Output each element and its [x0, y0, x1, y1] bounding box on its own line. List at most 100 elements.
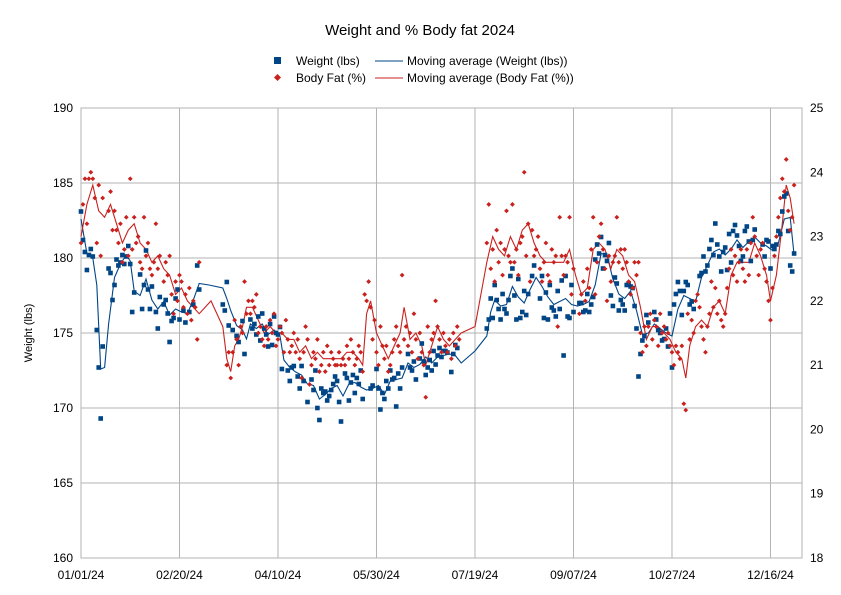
bodyfat-point	[137, 259, 143, 265]
bodyfat-point	[791, 182, 797, 188]
bodyfat-point	[441, 330, 446, 336]
bodyfat-point	[594, 259, 600, 265]
weight-point	[778, 231, 783, 237]
weight-point	[673, 291, 679, 297]
bodyfat-point	[600, 247, 606, 252]
bodyfat-point	[779, 176, 785, 182]
bodyfat-point	[171, 311, 176, 317]
bodyfat-point	[433, 298, 438, 304]
weight-point	[259, 311, 265, 316]
bodyfat-point	[775, 214, 781, 220]
weight-point	[663, 326, 669, 331]
bodyfat-point	[748, 240, 754, 246]
bodyfat-point	[785, 208, 791, 214]
weight-point	[399, 365, 405, 370]
weight-point	[791, 251, 797, 256]
weight-point	[707, 246, 712, 252]
weight-point	[332, 374, 338, 379]
bodyfat-point	[348, 337, 354, 342]
weight-point	[521, 288, 527, 294]
bodyfat-point	[736, 259, 742, 265]
bodyfat-point	[511, 259, 517, 265]
bodyfat-point	[740, 266, 746, 272]
bodyfat-point	[299, 375, 305, 381]
weight-point	[356, 381, 362, 387]
bodyfat-point	[281, 349, 287, 355]
weight-point	[675, 279, 681, 285]
bodyfat-point	[309, 362, 314, 368]
weight-point	[358, 368, 363, 373]
weight-point	[502, 306, 507, 312]
weight-point	[612, 275, 618, 280]
chart-title: Weight and % Body fat 2024	[325, 22, 515, 39]
bodyfat-point	[738, 247, 744, 252]
weight-point	[175, 287, 180, 292]
weight-point	[376, 386, 381, 391]
weight-point	[772, 246, 777, 252]
bodyfat-point	[305, 337, 310, 342]
weight-point	[155, 326, 161, 331]
bodyfat-point	[612, 253, 618, 259]
weight-point	[588, 302, 594, 307]
bodyfat-point	[502, 247, 507, 252]
bodyfat-point	[608, 279, 614, 284]
bodyfat-point	[364, 298, 370, 304]
weight-point	[315, 405, 320, 411]
bodyfat-point	[756, 272, 762, 278]
weight-point	[145, 287, 151, 292]
bodyfat-point	[240, 330, 245, 336]
weight-point	[157, 294, 163, 300]
weight-point	[782, 194, 787, 199]
weight-point	[169, 318, 174, 324]
y2-tick-label: 22	[810, 294, 824, 308]
bodyfat-point	[602, 266, 608, 272]
weight-point	[740, 254, 746, 259]
weight-point	[622, 308, 627, 313]
bodyfat-point	[492, 279, 498, 284]
bodyfat-point	[561, 272, 567, 278]
bodyfat-point	[267, 317, 273, 323]
bodyfat-point	[184, 311, 190, 317]
bodyfat-point	[677, 356, 683, 362]
weight-point	[547, 282, 553, 288]
legend-bodyfat-marker	[274, 74, 281, 81]
bodyfat-point	[328, 349, 334, 355]
weight-point	[391, 375, 397, 381]
bodyfat-point	[787, 227, 793, 233]
bodyfat-point	[679, 343, 685, 349]
weight-point	[665, 344, 671, 349]
weight-point	[531, 263, 537, 268]
weight-point	[496, 306, 501, 312]
bodyfat-point	[271, 311, 277, 317]
bodyfat-point	[123, 214, 129, 220]
weight-point	[299, 363, 304, 369]
bodyfat-point	[320, 349, 326, 355]
weight-point	[153, 309, 159, 315]
weight-point	[486, 317, 492, 322]
bodyfat-point	[533, 247, 539, 252]
bodyfat-point	[376, 362, 381, 368]
bodyfat-point	[393, 324, 399, 329]
bodyfat-point	[259, 337, 265, 342]
weight-point	[352, 390, 358, 396]
bodyfat-point	[188, 317, 194, 323]
bodyfat-point	[618, 247, 624, 252]
y-tick-label: 190	[53, 101, 73, 115]
weight-point	[697, 273, 702, 279]
bodyfat-point	[521, 169, 527, 175]
bodyfat-point	[246, 298, 251, 304]
weight-point	[689, 299, 694, 304]
bodyfat-point	[431, 330, 437, 336]
weight-point	[705, 263, 710, 268]
weight-point	[583, 308, 588, 313]
weight-point	[709, 237, 714, 243]
weight-point	[451, 351, 456, 357]
bodyfat-point	[699, 324, 704, 329]
bodyfat-point	[411, 311, 417, 317]
weight-point	[336, 399, 342, 405]
bodyfat-point	[588, 247, 594, 252]
bodyfat-point	[110, 227, 115, 233]
bodyfat-point	[269, 330, 275, 336]
weight-point	[431, 348, 436, 354]
